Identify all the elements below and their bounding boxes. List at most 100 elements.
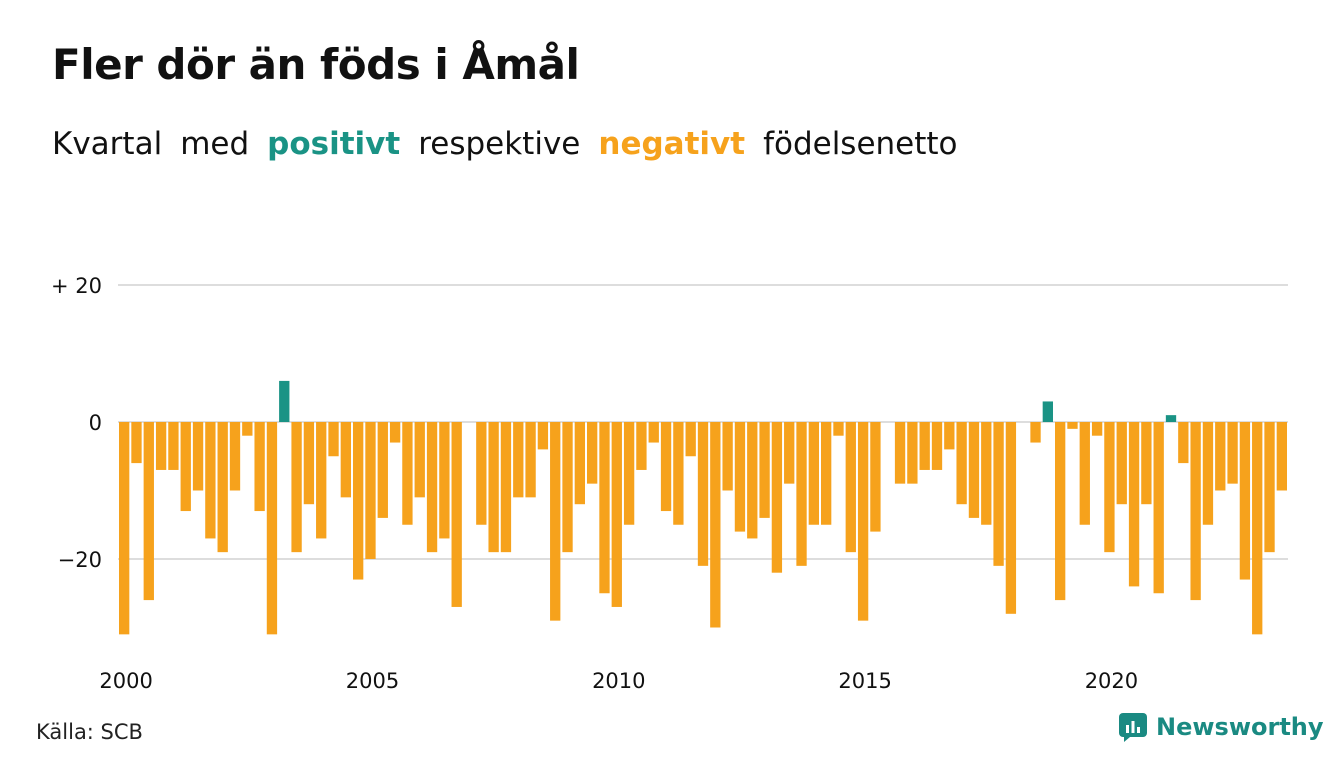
bar [734, 422, 746, 532]
bar [1190, 422, 1201, 601]
bar [1202, 422, 1214, 525]
bar [759, 422, 770, 518]
bar [192, 422, 204, 491]
bar [673, 422, 684, 525]
subtitle-negative-label: negativt [598, 126, 746, 162]
bar [833, 422, 844, 436]
bar [697, 422, 709, 566]
bar [784, 422, 795, 484]
bar [1153, 422, 1164, 594]
bar [648, 422, 659, 443]
bar [205, 422, 216, 539]
bar [1042, 401, 1053, 422]
bar [599, 422, 610, 594]
bar [747, 422, 758, 539]
bar [931, 422, 943, 470]
subtitle-word: födelsenetto [763, 126, 958, 162]
bar [328, 422, 339, 457]
bar [377, 422, 388, 518]
bar [131, 422, 142, 464]
bar [845, 422, 856, 553]
bar [1215, 422, 1226, 491]
subtitle-word: med [180, 126, 250, 162]
y-tick-label: + 20 [51, 274, 102, 298]
bar [870, 422, 881, 532]
newsworthy-logo-icon [1119, 713, 1147, 742]
bar [353, 422, 364, 580]
bar [402, 422, 413, 525]
bar [1116, 422, 1127, 505]
y-tick-label: 0 [89, 411, 102, 435]
x-tick-label: 2010 [592, 669, 645, 693]
bar [143, 422, 154, 601]
bar [426, 422, 438, 553]
bar [525, 422, 536, 498]
bar [168, 422, 179, 470]
bar [266, 422, 278, 635]
bar [229, 422, 241, 491]
chart-title: Fler dör än föds i Åmål [52, 40, 580, 89]
bar [1252, 422, 1263, 635]
bar [1128, 422, 1140, 587]
bar [796, 422, 807, 566]
x-tick-label: 2020 [1085, 669, 1138, 693]
bar [1165, 415, 1177, 422]
bar [1178, 422, 1189, 464]
bar-chart: + 20 0 −20 2000 2005 2010 2015 2020 [51, 274, 1288, 693]
bar [660, 422, 672, 512]
bar [857, 422, 869, 621]
bar [710, 422, 721, 628]
bar [623, 422, 635, 525]
bar [1091, 422, 1103, 436]
x-tick-label: 2000 [99, 669, 152, 693]
bar [562, 422, 573, 553]
bar [1079, 422, 1090, 525]
bar [180, 422, 191, 512]
bar [1055, 422, 1066, 601]
bar [1030, 422, 1041, 443]
bar [944, 422, 955, 450]
bar [1067, 422, 1078, 429]
bar [968, 422, 980, 518]
bar [414, 422, 425, 498]
bar [574, 422, 585, 505]
bar [316, 422, 327, 539]
bar [217, 422, 228, 553]
bar [685, 422, 696, 457]
bar [303, 422, 315, 505]
subtitle-positive-label: positivt [267, 126, 401, 162]
chart-subtitle: Kvartal med positivt respektive negativt föde… [52, 126, 976, 162]
x-tick-label: 2005 [346, 669, 399, 693]
x-tick-label: 2015 [838, 669, 891, 693]
y-tick-label: −20 [58, 548, 102, 572]
bar [636, 422, 647, 470]
bar [389, 422, 401, 443]
bar [439, 422, 450, 539]
subtitle-word: respektive [418, 126, 581, 162]
bar [500, 422, 512, 553]
bar [919, 422, 930, 470]
brand-name: Newsworthy [1156, 713, 1324, 741]
bar [1141, 422, 1152, 505]
bar [894, 422, 906, 484]
bar [956, 422, 967, 505]
brand-logo: Newsworthy [1118, 712, 1324, 742]
bar [340, 422, 351, 498]
subtitle-word: Kvartal [52, 126, 163, 162]
bar [611, 422, 622, 607]
bar [771, 422, 783, 573]
bar [808, 422, 819, 525]
bar [476, 422, 487, 525]
bar [242, 422, 253, 436]
bar [587, 422, 598, 484]
bar [993, 422, 1004, 566]
bar [550, 422, 561, 621]
bar [821, 422, 832, 525]
bar [1239, 422, 1251, 580]
bar [981, 422, 992, 525]
bar [365, 422, 376, 559]
bar [907, 422, 918, 484]
bar [1264, 422, 1275, 553]
bar [537, 422, 549, 450]
bar [1005, 422, 1017, 614]
